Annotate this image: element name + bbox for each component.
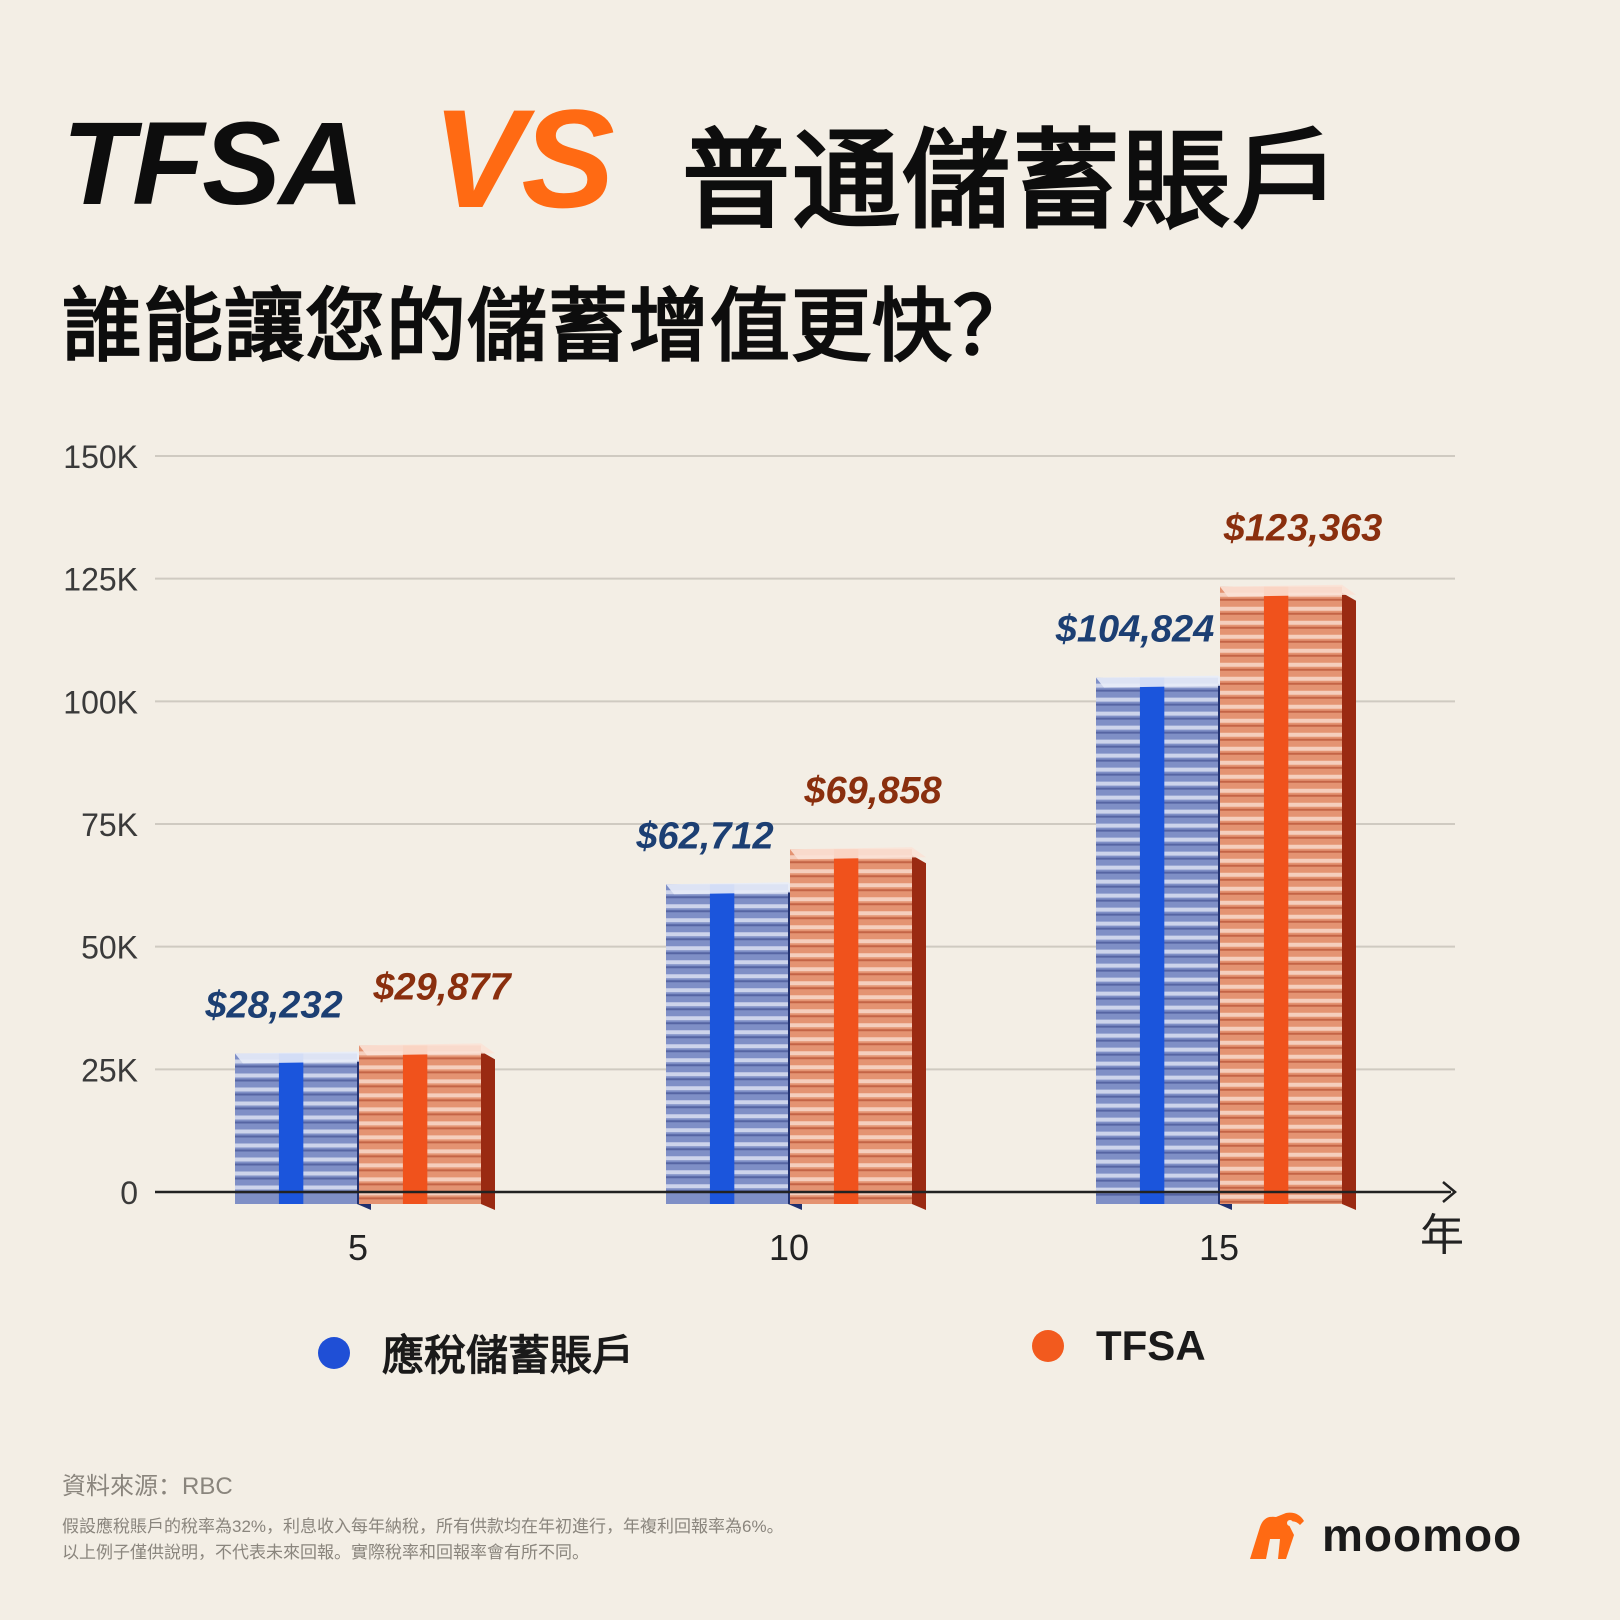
moomoo-logo: moomoo	[1246, 1508, 1522, 1562]
bar-band	[402, 1045, 428, 1204]
y-tick-label: 75K	[81, 807, 138, 843]
bar-top	[790, 847, 926, 860]
x-tick-label: 5	[348, 1227, 368, 1268]
bar-band	[709, 884, 735, 1204]
y-tick-label: 125K	[63, 562, 138, 598]
x-axis-arrow	[1442, 1181, 1457, 1203]
data-label-taxable: $28,232	[204, 984, 342, 1026]
source-note: 資料來源：RBC	[62, 1473, 233, 1500]
data-label-taxable: $62,712	[635, 815, 773, 857]
x-tick-label: 15	[1199, 1227, 1239, 1268]
bar-tfsa	[1220, 584, 1356, 1210]
bar-band	[1263, 586, 1289, 1204]
bar-side	[912, 855, 926, 1210]
bull-icon	[1250, 1512, 1304, 1559]
data-label-tfsa: $29,877	[372, 966, 512, 1008]
bar-band	[833, 849, 859, 1204]
bar-top	[1096, 675, 1232, 688]
bar-chart: $28,232 $29,877 $62,712 $69,858 $104,824 $123…	[63, 439, 1464, 1268]
y-tick-label: 150K	[63, 439, 138, 475]
data-label-taxable: $104,824	[1055, 609, 1215, 651]
y-tick-label: 25K	[81, 1052, 138, 1088]
disclaimer-line-2: 以上例子僅供說明，不代表未來回報。實際稅率和回報率會有所不同。	[62, 1543, 589, 1562]
x-axis-label: 年	[1420, 1211, 1464, 1260]
x-tick-label: 10	[769, 1227, 809, 1268]
y-tick-label: 50K	[81, 930, 138, 966]
legend-taxable: 應稅儲蓄賬戶	[318, 1322, 634, 1383]
y-tick-label: 0	[120, 1175, 138, 1211]
title-tfsa: TFSA	[62, 98, 364, 230]
title: TFSA VS 普通儲蓄賬戶	[62, 78, 1562, 241]
legend-tfsa: TFSA	[1032, 1322, 1206, 1370]
disclaimer-line-1: 假設應稅賬戶的稅率為32%，利息收入每年納稅，所有供款均在年初進行，年複利回報率…	[62, 1517, 784, 1536]
title-vs: VS	[432, 80, 615, 237]
subtitle: 誰能讓您的儲蓄增值更快？	[62, 282, 1034, 371]
bar-top	[359, 1043, 495, 1056]
title-savings-account: 普通儲蓄賬戶	[682, 120, 1343, 241]
bar-tfsa	[359, 1043, 495, 1210]
legend-label-tfsa: TFSA	[1096, 1322, 1206, 1369]
legend-label-taxable: 應稅儲蓄賬戶	[382, 1332, 635, 1379]
bar-top	[666, 882, 802, 895]
bar-top	[235, 1051, 371, 1064]
bars	[235, 584, 1356, 1210]
data-label-tfsa: $123,363	[1223, 508, 1383, 550]
brand-name: moomoo	[1322, 1509, 1523, 1561]
legend-dot-taxable	[318, 1336, 350, 1369]
bar-tfsa	[790, 847, 926, 1210]
bar-band	[1139, 677, 1165, 1204]
axes: 0 25K 50K 75K 100K 125K 150K 年 5 10 15	[63, 439, 1464, 1268]
bar-top	[1220, 584, 1356, 597]
bar-taxable	[235, 1051, 371, 1210]
bar-taxable	[1096, 675, 1232, 1210]
data-labels: $28,232 $29,877 $62,712 $69,858 $104,824 $123…	[204, 508, 1382, 1027]
bar-taxable	[666, 882, 802, 1210]
data-label-tfsa: $69,858	[803, 770, 942, 812]
bar-band	[278, 1053, 304, 1204]
legend-dot-tfsa	[1032, 1330, 1064, 1362]
bar-side	[1342, 592, 1356, 1210]
y-tick-label: 100K	[63, 684, 138, 720]
bar-side	[481, 1051, 495, 1210]
